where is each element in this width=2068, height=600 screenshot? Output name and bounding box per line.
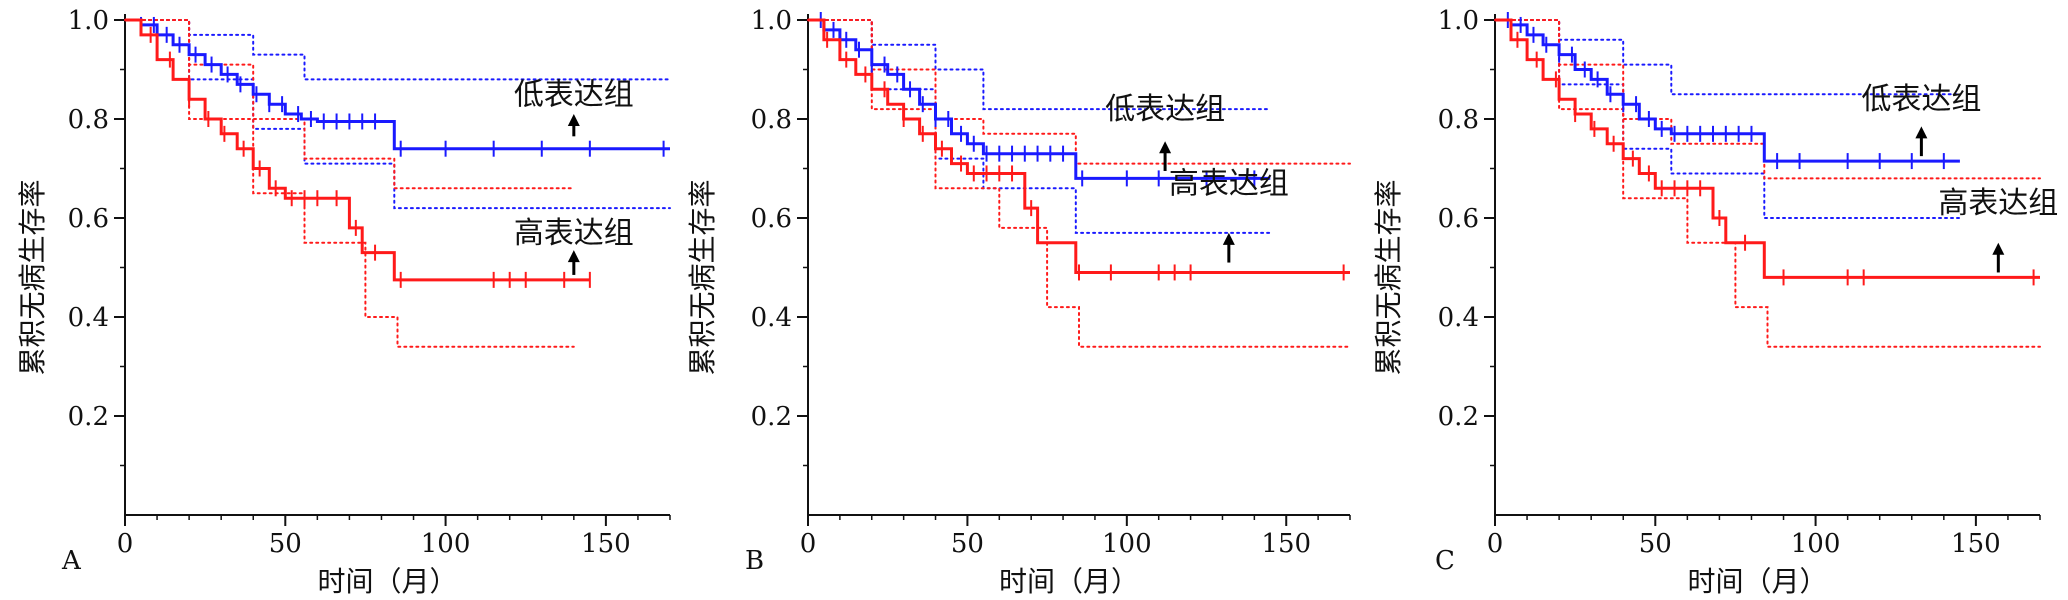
ci-line-high xyxy=(807,19,1351,348)
x-tick-label: 100 xyxy=(1791,529,1841,559)
survival-line-low xyxy=(1495,18,1960,163)
annotation-high: 高表达组 xyxy=(514,216,634,251)
y-tick-label: 1.0 xyxy=(1438,6,1479,36)
ci-line-low xyxy=(1494,19,1961,219)
y-tick-label: 0.2 xyxy=(1438,402,1479,432)
annotation-low: 低表达组 xyxy=(1105,92,1225,127)
survival-line-high xyxy=(808,18,1350,274)
y-tick-label: 0.8 xyxy=(1438,105,1479,135)
ci-line-low xyxy=(124,19,671,210)
annotation-high: 高表达组 xyxy=(1169,166,1289,201)
x-tick-label: 150 xyxy=(1261,529,1311,559)
panel-b: 0.2 0.4 0.6 0.8 1.0 0 50 100 150 时间（月） 累积无病生存率 B 低表达… xyxy=(686,6,1351,598)
y-tick-label: 0.2 xyxy=(68,402,109,432)
x-tick-label: 0 xyxy=(800,529,817,559)
panel-c: 0.2 0.4 0.6 0.8 1.0 0 50 100 150 时间（月） 累积无病生存率 C 低表达… xyxy=(1372,6,2058,598)
annotation-arrow-head xyxy=(1915,126,1928,139)
annotation-arrow-head xyxy=(567,250,580,263)
survival-line-low xyxy=(125,18,670,151)
y-tick-label: 0.8 xyxy=(68,105,109,135)
y-axis-title: 累积无病生存率 xyxy=(1372,179,1405,375)
x-tick-label: 50 xyxy=(269,529,302,559)
x-tick-label: 150 xyxy=(581,529,631,559)
panel-letter: A xyxy=(61,546,82,576)
survival-line-high xyxy=(1495,18,2040,279)
y-axis-title: 累积无病生存率 xyxy=(16,179,49,375)
panel-a: 0.2 0.4 0.6 0.8 1.0 0 50 100 150 时间（月） 累积无病生存率 A 低表达… xyxy=(16,6,671,598)
x-tick-label: 100 xyxy=(421,529,471,559)
annotation-arrow-head xyxy=(1222,232,1235,245)
x-tick-label: 50 xyxy=(951,529,984,559)
x-tick-label: 0 xyxy=(1487,529,1504,559)
ci-line-high xyxy=(124,19,575,348)
y-tick-label: 0.4 xyxy=(68,303,109,333)
y-tick-label: 1.0 xyxy=(68,6,109,36)
x-axis-title: 时间（月） xyxy=(1687,565,1827,598)
x-tick-label: 50 xyxy=(1639,529,1672,559)
y-tick-label: 0.4 xyxy=(751,303,792,333)
annotation-low: 低表达组 xyxy=(514,77,634,112)
annotation-high: 高表达组 xyxy=(1938,186,2058,221)
ci-line-high xyxy=(807,19,1351,165)
x-axis-title: 时间（月） xyxy=(317,565,457,598)
annotation-arrow-head xyxy=(1992,242,2005,255)
x-tick-label: 0 xyxy=(117,529,134,559)
y-tick-label: 0.6 xyxy=(751,204,792,234)
y-tick-label: 0.6 xyxy=(1438,204,1479,234)
annotation-arrow-head xyxy=(567,114,580,127)
y-tick-label: 1.0 xyxy=(751,6,792,36)
ci-line-low xyxy=(124,19,671,81)
y-tick-label: 0.4 xyxy=(1438,303,1479,333)
panel-letter: B xyxy=(745,546,764,576)
x-tick-label: 100 xyxy=(1102,529,1152,559)
x-tick-label: 150 xyxy=(1951,529,2001,559)
panel-letter: C xyxy=(1435,546,1455,576)
y-tick-label: 0.2 xyxy=(751,402,792,432)
y-tick-label: 0.6 xyxy=(68,204,109,234)
y-axis-title: 累积无病生存率 xyxy=(686,179,719,375)
y-tick-label: 0.8 xyxy=(751,105,792,135)
x-axis-title: 时间（月） xyxy=(999,565,1139,598)
survival-line-low xyxy=(808,18,1271,180)
annotation-arrow-head xyxy=(1159,141,1172,154)
annotation-low: 低表达组 xyxy=(1861,82,1981,117)
